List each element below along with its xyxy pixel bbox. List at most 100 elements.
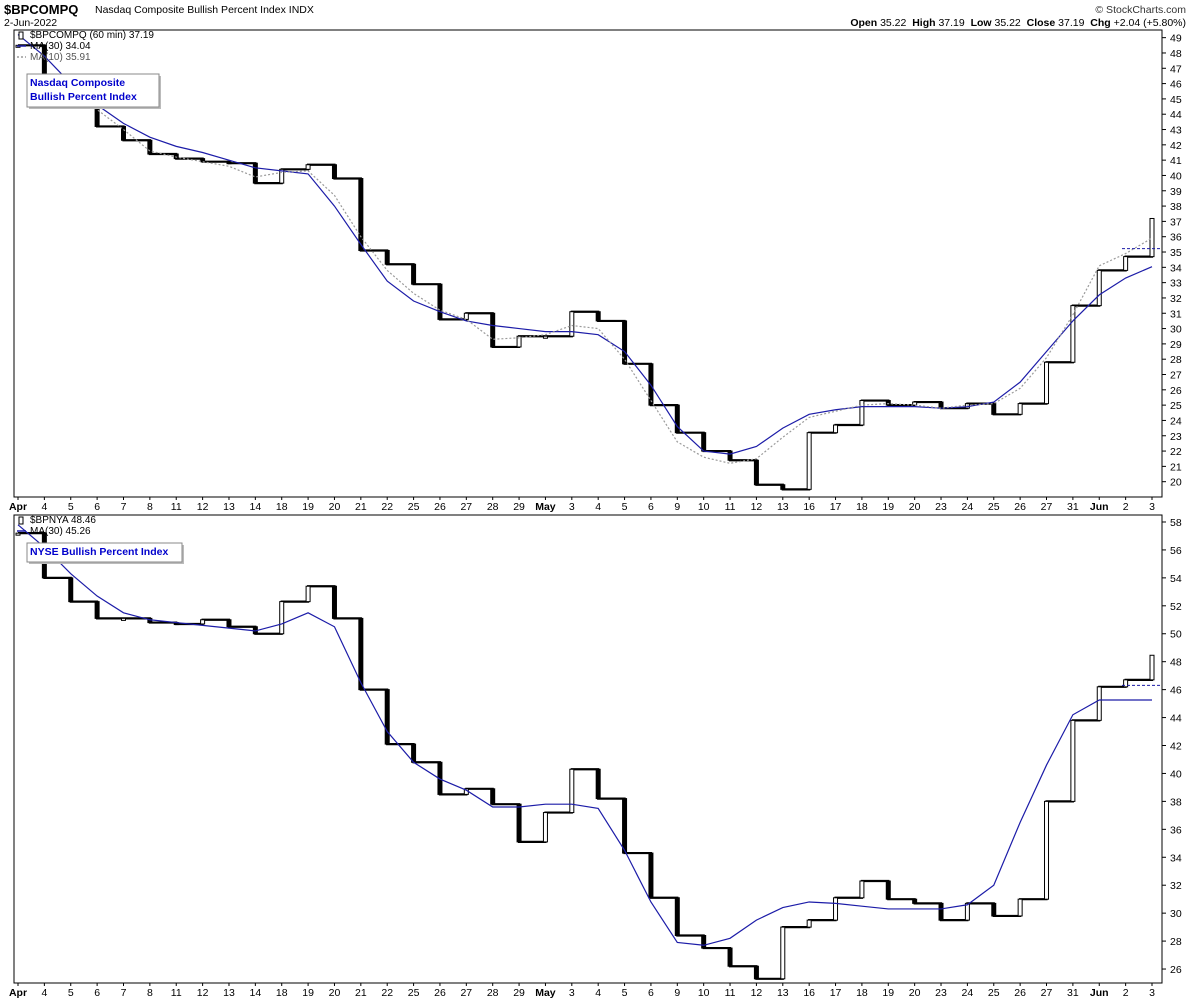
- x-tick-label: 25: [988, 501, 1000, 513]
- chg-value: +2.04 (+5.80%): [1113, 17, 1186, 29]
- price-candle: [437, 283, 443, 320]
- price-candle: [701, 432, 707, 452]
- x-tick-label: 6: [94, 501, 100, 513]
- x-tick-label: 26: [1014, 501, 1026, 513]
- y-tick-label: 58: [1170, 517, 1182, 529]
- brand-watermark: © StockCharts.com: [1095, 4, 1186, 16]
- price-candle: [252, 162, 258, 184]
- x-tick-label: 19: [882, 987, 894, 999]
- y-tick-label: 52: [1170, 601, 1182, 613]
- x-tick-label: 8: [147, 987, 153, 999]
- annotation-box: [26, 73, 160, 108]
- price-candle: [542, 812, 548, 843]
- x-tick-label: 11: [171, 501, 182, 513]
- x-tick-label: Jun: [1090, 501, 1109, 513]
- price-candle: [1070, 305, 1076, 363]
- annotation-box: [26, 542, 183, 563]
- price-candle: [15, 532, 21, 536]
- y-tick-label: 30: [1170, 908, 1182, 920]
- x-tick-label: 13: [777, 987, 789, 999]
- x-tick-label: 3: [569, 987, 575, 999]
- price-candle: [516, 803, 522, 843]
- x-tick-label: 19: [302, 501, 314, 513]
- y-tick-label: 34: [1170, 262, 1182, 274]
- y-tick-label: 37: [1170, 216, 1182, 228]
- y-tick-label: 41: [1170, 155, 1182, 167]
- x-tick-label: 21: [355, 501, 367, 513]
- x-tick-label: 24: [962, 501, 974, 513]
- open-label: Open: [850, 17, 878, 29]
- y-tick-label: 24: [1170, 415, 1182, 427]
- x-tick-label: 28: [487, 501, 499, 513]
- price-candle: [912, 898, 918, 904]
- x-tick-label: 9: [674, 987, 680, 999]
- x-tick-label: 5: [622, 987, 628, 999]
- price-candle: [358, 617, 364, 691]
- legend-entry: $BPCOMPQ (60 min) 37.19: [30, 30, 154, 41]
- price-candle: [1044, 800, 1050, 900]
- x-tick-label: 27: [1041, 501, 1053, 513]
- x-tick-label: 12: [751, 987, 763, 999]
- price-candle: [200, 619, 206, 625]
- y-tick-label: 31: [1170, 308, 1182, 320]
- y-tick-label: 48: [1170, 657, 1182, 669]
- panel-frame: [13, 514, 1163, 984]
- legend-entry: $BPNYA 48.46: [30, 515, 96, 526]
- y-tick-label: 40: [1170, 170, 1182, 182]
- x-tick-label: 4: [41, 987, 47, 999]
- x-tick-label: 2: [1123, 987, 1129, 999]
- x-tick-label: 29: [513, 501, 525, 513]
- price-candle: [1017, 403, 1023, 415]
- x-tick-label: 18: [276, 987, 288, 999]
- price-candle: [226, 619, 232, 628]
- price-candle: [938, 902, 944, 921]
- y-tick-label: 40: [1170, 768, 1182, 780]
- price-candle: [147, 139, 153, 155]
- x-tick-label: 7: [121, 501, 127, 513]
- x-tick-label: 22: [381, 987, 393, 999]
- price-candle: [331, 164, 337, 180]
- x-tick-label: 28: [487, 987, 499, 999]
- price-candle: [411, 263, 417, 285]
- x-tick-label: 5: [622, 501, 628, 513]
- legend-candle-marker: [18, 516, 24, 525]
- price-candle: [358, 178, 364, 251]
- x-tick-label: 14: [250, 501, 262, 513]
- price-candle: [411, 743, 417, 763]
- price-candle: [1096, 269, 1102, 307]
- price-candle: [912, 401, 918, 406]
- y-tick-label: 30: [1170, 324, 1182, 336]
- price-candle: [727, 947, 733, 967]
- price-candle: [1123, 679, 1129, 688]
- y-tick-label: 46: [1170, 79, 1182, 91]
- price-candle: [490, 312, 496, 348]
- price-candle: [305, 164, 311, 170]
- price-candle: [674, 897, 680, 937]
- x-tick-label: 13: [777, 501, 789, 513]
- y-tick-label: 29: [1170, 339, 1182, 351]
- price-candle: [200, 158, 206, 163]
- x-tick-label: 17: [830, 987, 842, 999]
- ma30-line: [17, 524, 1152, 946]
- x-tick-label: Apr: [9, 987, 27, 999]
- price-candle: [806, 919, 812, 928]
- y-tick-label: 48: [1170, 48, 1182, 60]
- nyse-bpi-panel: 26 28 30 32 34 36 38 40 42 44 46 48 50 52 54 56 58 $BPNYA…: [13, 514, 1182, 984]
- x-tick-label: 4: [595, 987, 601, 999]
- price-candle: [279, 168, 285, 184]
- x-tick-label: May: [535, 501, 556, 513]
- y-tick-label: 44: [1170, 109, 1182, 121]
- price-candle: [701, 935, 707, 949]
- price-candle: [173, 153, 179, 160]
- annotation-text: Nasdaq Composite: [30, 77, 125, 89]
- price-candle: [859, 880, 865, 899]
- x-tick-label: 12: [197, 987, 209, 999]
- high-label: High: [912, 17, 936, 29]
- x-tick-label: 4: [595, 501, 601, 513]
- x-tick-label: 22: [381, 501, 393, 513]
- x-tick-label: 23: [935, 501, 947, 513]
- price-candle: [622, 798, 628, 854]
- price-candle: [305, 585, 311, 603]
- annotation-text: Bullish Percent Index: [30, 91, 137, 103]
- price-candle: [806, 432, 812, 490]
